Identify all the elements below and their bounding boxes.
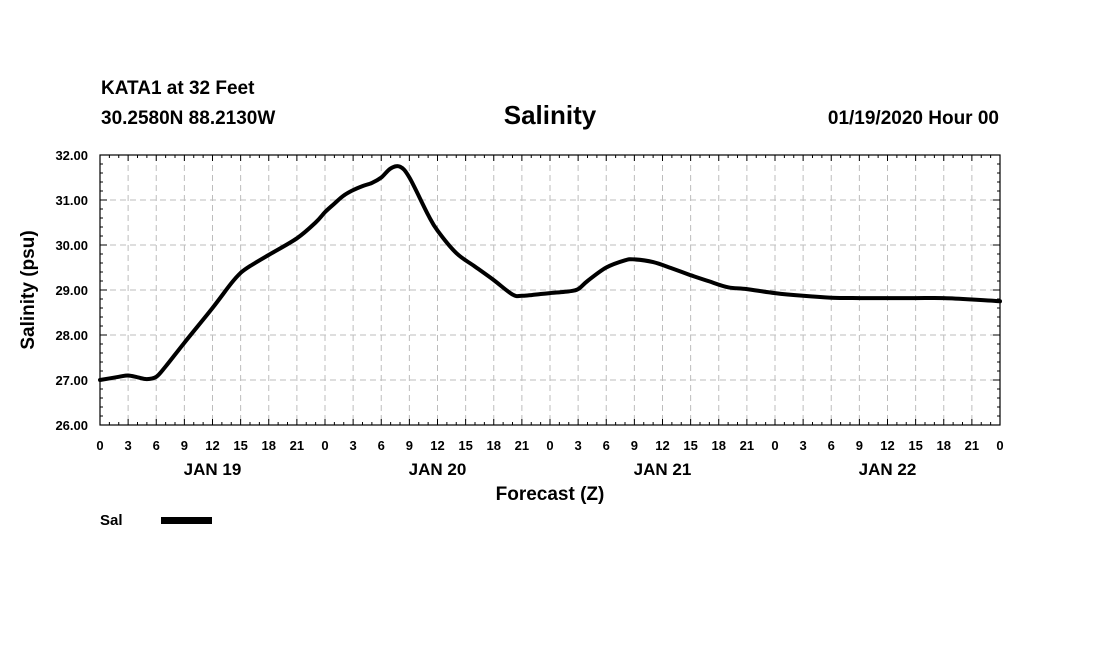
x-tick-label: 9 xyxy=(406,438,413,453)
x-tick-label: 3 xyxy=(800,438,807,453)
day-label: JAN 22 xyxy=(859,460,917,479)
x-tick-label: 6 xyxy=(153,438,160,453)
x-tick-label: 12 xyxy=(205,438,219,453)
grid-lines xyxy=(100,155,1000,425)
y-axis-title: Salinity (psu) xyxy=(18,230,39,349)
x-tick-labels: 0 3 6 9 12 15 18 21 0 3 6 9 12 15 18 21 0 3 6 9 12 15 18 21 0 3 6 9… xyxy=(96,438,1003,453)
legend-label: Sal xyxy=(100,512,123,529)
plot-frame xyxy=(99,154,1001,426)
x-tick-label: 3 xyxy=(575,438,582,453)
x-tick-label: 18 xyxy=(937,438,951,453)
x-tick-label: 15 xyxy=(233,438,247,453)
x-tick-label: 3 xyxy=(125,438,132,453)
station-label: KATA1 at 32 Feet xyxy=(101,78,255,99)
x-tick-label: 12 xyxy=(430,438,444,453)
day-label: JAN 19 xyxy=(184,460,242,479)
x-tick-label: 12 xyxy=(655,438,669,453)
x-tick-label: 18 xyxy=(487,438,501,453)
legend: Sal xyxy=(100,512,212,529)
x-tick-label: 21 xyxy=(740,438,754,453)
y-tick-label: 26.00 xyxy=(55,418,88,433)
x-tick-label: 0 xyxy=(771,438,778,453)
y-tick-label: 31.00 xyxy=(55,193,88,208)
x-tick-label: 0 xyxy=(996,438,1003,453)
x-tick-label: 6 xyxy=(378,438,385,453)
y-tick-label: 30.00 xyxy=(55,238,88,253)
x-tick-label: 18 xyxy=(262,438,276,453)
x-tick-label: 9 xyxy=(856,438,863,453)
x-tick-label: 15 xyxy=(683,438,697,453)
y-tick-label: 28.00 xyxy=(55,328,88,343)
x-tick-label: 0 xyxy=(96,438,103,453)
y-tick-labels: 26.00 27.00 28.00 29.00 30.00 31.00 32.00 xyxy=(55,148,88,433)
x-tick-label: 0 xyxy=(321,438,328,453)
forecast-datetime: 01/19/2020 Hour 00 xyxy=(828,108,999,129)
x-tick-label: 18 xyxy=(712,438,726,453)
x-tick-label: 12 xyxy=(880,438,894,453)
x-tick-label: 21 xyxy=(290,438,304,453)
chart-title: Salinity xyxy=(504,100,597,130)
y-tick-label: 32.00 xyxy=(55,148,88,163)
x-tick-label: 6 xyxy=(828,438,835,453)
coordinates-label: 30.2580N 88.2130W xyxy=(101,108,275,129)
x-tick-label: 0 xyxy=(546,438,553,453)
x-tick-label: 21 xyxy=(965,438,979,453)
x-tick-label: 3 xyxy=(350,438,357,453)
x-tick-label: 15 xyxy=(908,438,922,453)
x-tick-label: 6 xyxy=(603,438,610,453)
salinity-line xyxy=(98,164,1002,382)
x-tick-label: 9 xyxy=(631,438,638,453)
x-tick-label: 15 xyxy=(458,438,472,453)
x-axis-title: Forecast (Z) xyxy=(496,484,605,505)
legend-swatch xyxy=(161,517,212,524)
y-tick-label: 29.00 xyxy=(55,283,88,298)
x-tick-label: 21 xyxy=(515,438,529,453)
day-label: JAN 20 xyxy=(409,460,467,479)
day-label: JAN 21 xyxy=(634,460,692,479)
x-tick-label: 9 xyxy=(181,438,188,453)
day-labels: JAN 19 JAN 20 JAN 21 JAN 22 xyxy=(184,460,917,479)
y-tick-label: 27.00 xyxy=(55,373,88,388)
